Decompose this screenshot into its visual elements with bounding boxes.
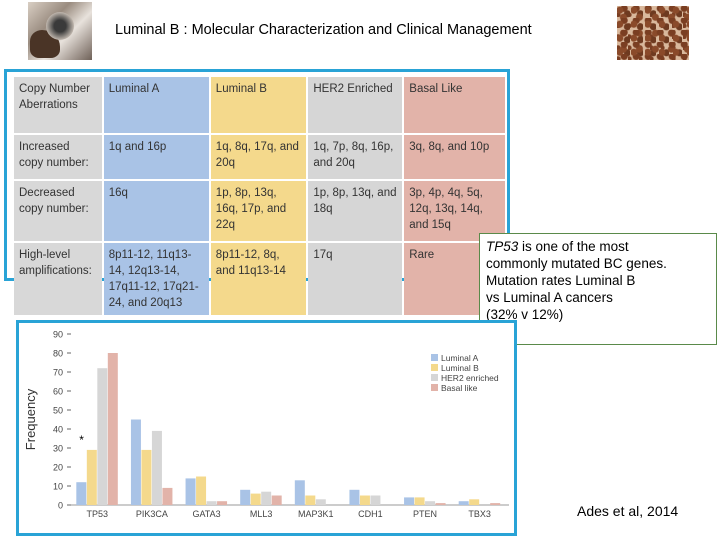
bar [359,495,370,505]
bar [76,482,87,505]
bar [458,501,469,505]
x-tick-label: MAP3K1 [298,509,334,519]
table-row: High-level amplifications: 8p11-12, 11q1… [14,243,505,315]
y-tick-label: 0 [58,501,63,511]
table-header-cell: Luminal B [210,77,307,133]
y-tick-label: 50 [53,406,63,416]
x-tick-label: PIK3CA [136,509,168,519]
microscope-photo [28,2,92,60]
bar [206,501,217,505]
bar [414,497,425,505]
slide-title: Luminal B : Molecular Characterization a… [115,22,532,38]
bar [271,495,282,505]
bar [86,449,97,505]
copy-number-table-frame: Copy Number Aberrations Luminal A Lumina… [4,69,510,315]
textbox-line: is one of the most [518,239,629,254]
x-tick-label: TP53 [87,509,109,519]
table-cell: 1p, 8p, 13q, and 18q [308,181,403,241]
mutation-frequency-chart: 0 10 20 30 40 50 60 70 80 90 Frequency TP53 PIK3CA GA… [23,330,509,519]
table-cell: 1q, 8q, 17q, and 20q [210,135,307,179]
x-tick-label: GATA3 [192,509,220,519]
y-tick-label: 60 [53,387,63,397]
table-cell: 1q, 7p, 8q, 16p, and 20q [308,135,403,179]
tissue-stain-image [617,6,689,60]
bar [294,480,305,505]
table-header-cell: Basal Like [404,77,505,133]
table-cell: 16q [103,181,209,241]
y-tick-label: 20 [53,463,63,473]
y-tick-label: 40 [53,425,63,435]
table-header-row: Copy Number Aberrations Luminal A Lumina… [14,77,505,133]
textbox-line: vs Luminal A cancers [486,290,613,305]
x-tick-label: CDH1 [358,509,383,519]
y-tick-label: 10 [53,482,63,492]
y-tick-label: 30 [53,444,63,454]
y-axis-label: Frequency [23,388,38,450]
copy-number-table: Copy Number Aberrations Luminal A Lumina… [12,75,507,317]
x-tick-label: PTEN [413,509,437,519]
x-tick-label: TBX3 [468,509,491,519]
legend-swatch [431,384,438,391]
bar [490,503,501,505]
bar [435,503,446,505]
bar [130,419,141,505]
textbox-line: (32% v 12%) [486,307,564,322]
bar [97,368,108,505]
bar [315,499,326,505]
bar [141,449,152,505]
tp53-gene-name: TP53 [486,239,519,254]
table-cell: 1p, 8p, 13q, 16q, 17p, and 22q [210,181,307,241]
x-tick-label: MLL3 [250,509,273,519]
legend-swatch [431,354,438,361]
table-row: Decreased copy number: 16q 1p, 8p, 13q, … [14,181,505,241]
bar [250,493,261,505]
table-row: Increased copy number: 1q and 16p 1q, 8q… [14,135,505,179]
y-tick-label: 70 [53,368,63,378]
y-tick-label: 90 [53,330,63,340]
bar [349,489,360,505]
y-tick-label: 80 [53,349,63,359]
table-cell: 8p11-12, 11q13-14, 12q13-14, 17q11-12, 1… [103,243,209,315]
bar [196,476,207,505]
textbox-line: commonly mutated BC genes. [486,256,667,271]
bar [217,501,228,505]
bar [261,491,272,505]
table-cell: 3p, 4p, 4q, 5q, 12q, 13q, 14q, and 15q [404,181,505,241]
bar [162,487,173,505]
table-cell: 3q, 8q, and 10p [404,135,505,179]
table-cell: High-level amplifications: [14,243,102,315]
bar [185,478,196,505]
table-cell: 17q [308,243,403,315]
significance-asterisk: * [79,433,84,447]
legend-swatch [431,364,438,371]
table-cell: 8p11-12, 8q, and 11q13-14 [210,243,307,315]
table-header-cell: Luminal A [103,77,209,133]
legend-swatch [431,374,438,381]
bar [370,495,381,505]
bar [305,495,316,505]
textbox-line: Mutation rates Luminal B [486,273,636,288]
bar [404,497,415,505]
table-header-cell: HER2 Enriched [308,77,403,133]
bar [107,353,118,505]
tp53-textbox: TP53 is one of the most commonly mutated… [479,233,717,345]
table-cell: Decreased copy number: [14,181,102,241]
bar [151,430,162,505]
table-cell: 1q and 16p [103,135,209,179]
bar [240,489,251,505]
table-header-cell: Copy Number Aberrations [14,77,102,133]
legend-label: HER2 enriched [441,373,499,383]
bar [469,499,480,505]
legend-label: Basal like [441,383,478,393]
bar [425,501,436,505]
mutation-frequency-chart-frame: 0 10 20 30 40 50 60 70 80 90 Frequency TP53 PIK3CA GA… [16,320,517,536]
legend-label: Luminal A [441,353,479,363]
legend-label: Luminal B [441,363,479,373]
table-cell: Increased copy number: [14,135,102,179]
citation: Ades et al, 2014 [577,503,679,519]
